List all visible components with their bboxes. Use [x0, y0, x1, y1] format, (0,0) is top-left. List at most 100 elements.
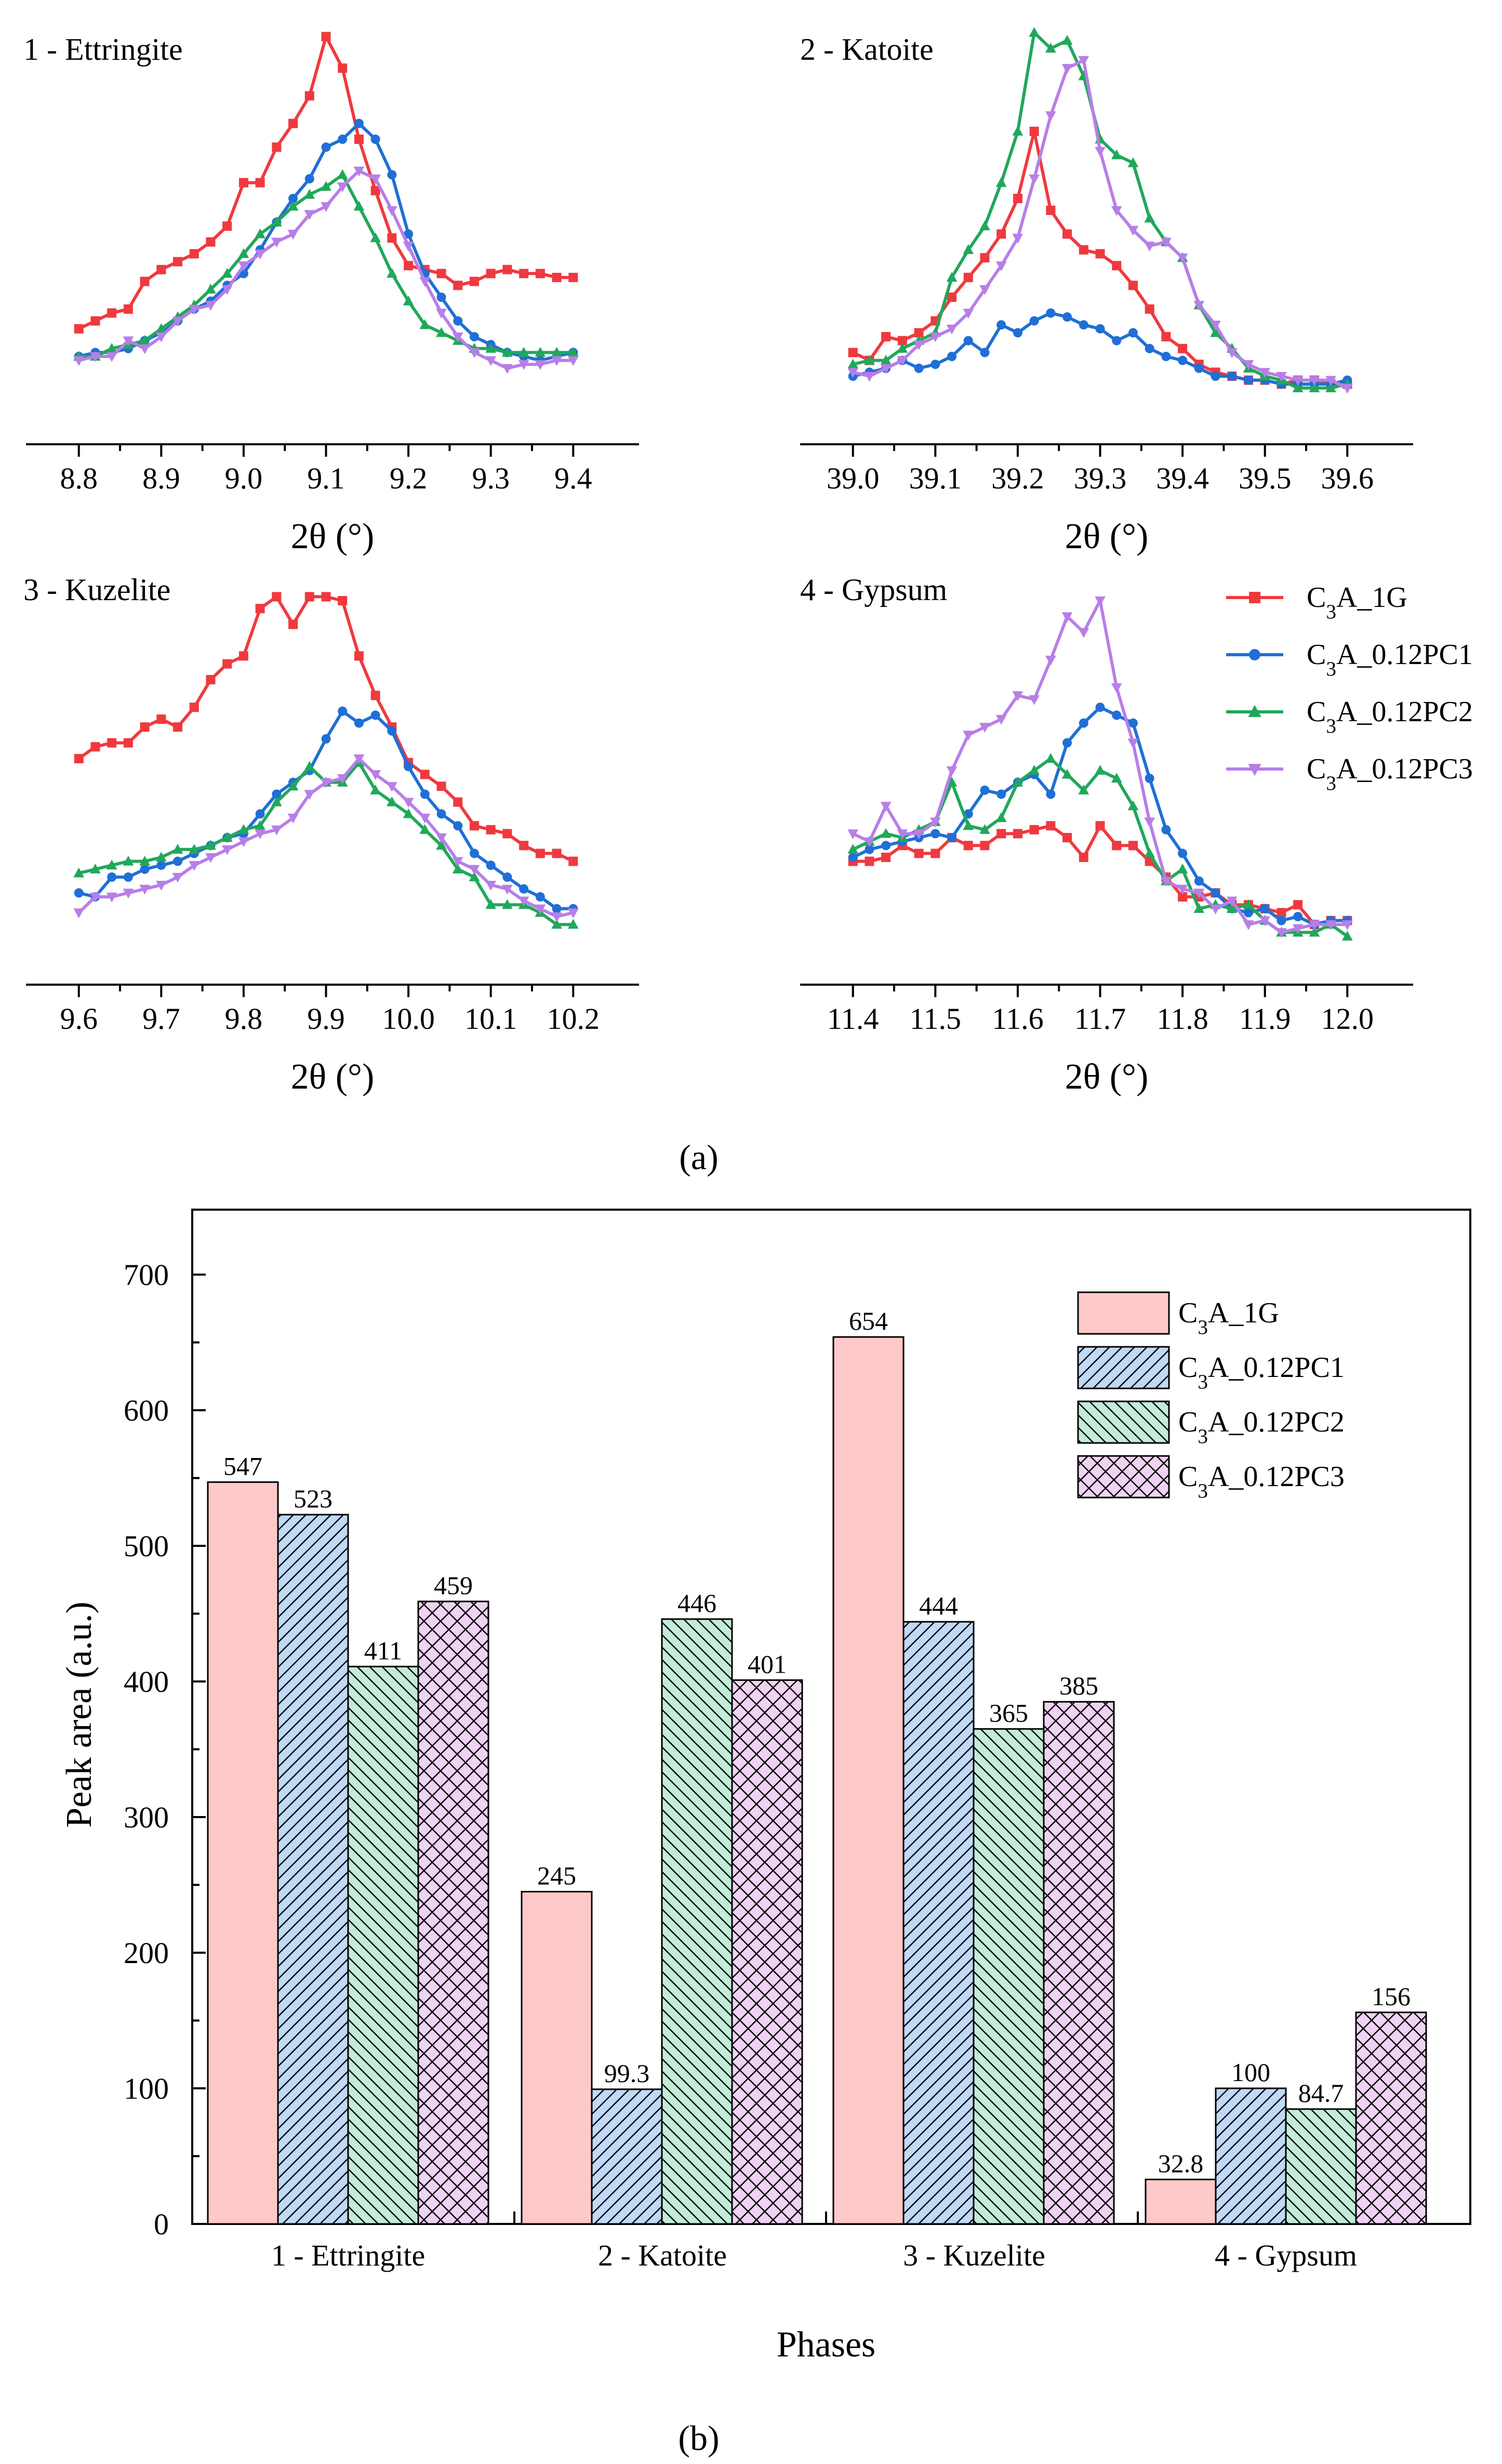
data-point — [486, 269, 496, 279]
data-point — [370, 710, 380, 720]
data-point — [1292, 924, 1304, 934]
data-point — [995, 261, 1007, 271]
data-point — [551, 912, 562, 922]
data-point — [1292, 382, 1304, 392]
data-label: 84.7 — [1298, 2078, 1344, 2108]
data-point — [535, 892, 545, 902]
data-point — [1095, 147, 1106, 157]
data-point — [1111, 149, 1122, 160]
data-point — [518, 360, 529, 370]
data-point — [205, 284, 216, 294]
data-label: 365 — [989, 1698, 1028, 1727]
data-point — [1061, 35, 1073, 45]
x-tick-label: 39.1 — [909, 461, 962, 495]
data-point — [156, 714, 166, 724]
data-point — [502, 884, 513, 895]
legend-b-item: C3A_0.12PC3 — [1077, 1455, 1345, 1502]
data-label: 100 — [1231, 2058, 1270, 2087]
data-point — [1161, 877, 1172, 887]
data-point — [90, 892, 101, 903]
data-point — [90, 742, 100, 752]
data-point — [995, 714, 1007, 725]
data-point — [1061, 769, 1073, 779]
data-point — [963, 841, 973, 851]
data-point — [1325, 920, 1336, 930]
data-point — [238, 824, 249, 834]
category-label: 4 - Gypsum — [1215, 2238, 1357, 2272]
data-point — [914, 328, 924, 338]
line-chart-4: 11.4 11.5 11.6 11.7 11.8 11.9 12.0 4 - Gypsum 2θ… — [800, 573, 1413, 1097]
data-point — [913, 340, 924, 350]
data-point — [1243, 908, 1253, 918]
y-tick-label: 600 — [124, 1394, 169, 1427]
data-point — [963, 309, 974, 319]
data-point — [1259, 916, 1271, 926]
x-tick-label: 8.8 — [60, 461, 98, 495]
data-point — [387, 796, 397, 806]
data-point — [1145, 304, 1154, 314]
x-tick-label: 39.5 — [1239, 461, 1292, 495]
data-point — [1095, 596, 1106, 606]
bar-hatch — [903, 1622, 974, 2224]
data-point — [1079, 320, 1088, 330]
data-point — [535, 360, 546, 370]
x-tick-label: 9.4 — [554, 461, 592, 495]
x-tick-label: 9.2 — [390, 461, 428, 495]
data-point — [222, 659, 232, 669]
data-point — [1062, 229, 1072, 239]
legend-swatch-hatch — [1078, 1347, 1169, 1388]
data-point — [271, 825, 282, 836]
panel-b-label: (b) — [678, 2418, 719, 2458]
data-point — [238, 651, 248, 661]
data-point — [931, 849, 940, 858]
data-point — [321, 142, 331, 152]
y-tick-label: 300 — [124, 1800, 169, 1834]
data-point — [90, 316, 100, 326]
data-point — [946, 324, 958, 335]
category-label: 3 - Kuzelite — [903, 2238, 1045, 2272]
data-point — [255, 820, 265, 830]
data-point — [1112, 710, 1122, 720]
data-point — [321, 592, 331, 602]
legend-swatch-hatch — [1078, 1401, 1169, 1443]
line-chart-3: 9.6 9.7 9.8 9.9 10.0 10.1 10.2 3 - Kuzelite 2θ (… — [23, 573, 639, 1097]
data-point — [1144, 213, 1155, 223]
data-point — [337, 774, 348, 784]
data-point — [338, 706, 348, 716]
bar-C3A_1G — [207, 1481, 279, 2225]
data-point — [963, 244, 974, 254]
data-point — [535, 347, 546, 357]
data-point — [1078, 628, 1089, 638]
data-point — [139, 344, 150, 354]
data-point — [205, 853, 216, 863]
data-point — [354, 135, 364, 144]
data-point — [486, 860, 496, 870]
data-point — [271, 216, 282, 227]
data-label: 385 — [1059, 1671, 1098, 1700]
data-point — [1210, 327, 1221, 337]
data-point — [1194, 363, 1204, 373]
data-point — [287, 201, 299, 211]
data-point — [436, 269, 446, 279]
data-point — [1325, 382, 1336, 392]
x-tick-label: 39.4 — [1156, 461, 1209, 495]
x-tick-label: 9.8 — [225, 1002, 263, 1036]
data-label: 523 — [294, 1484, 333, 1513]
data-point — [370, 174, 381, 184]
data-point — [567, 347, 579, 357]
data-point — [255, 829, 265, 840]
data-point — [567, 356, 579, 366]
data-point — [1277, 916, 1286, 925]
data-point — [929, 817, 941, 828]
legend-b-item: C3A_0.12PC1 — [1077, 1346, 1345, 1393]
data-point — [1178, 355, 1188, 365]
chart-title: 1 - Ettringite — [23, 32, 183, 67]
legend-b-label-C3A_0.12PC1: C3A_0.12PC1 — [1178, 1352, 1345, 1393]
data-point — [552, 849, 562, 858]
line-chart-2: 39.0 39.1 39.2 39.3 39.4 39.5 39.6 2 - Katoite 2… — [800, 27, 1413, 557]
chart-title: 4 - Gypsum — [800, 573, 947, 607]
data-point — [1046, 821, 1056, 831]
data-point — [847, 368, 859, 378]
data-point — [287, 230, 299, 240]
data-point — [387, 206, 397, 216]
